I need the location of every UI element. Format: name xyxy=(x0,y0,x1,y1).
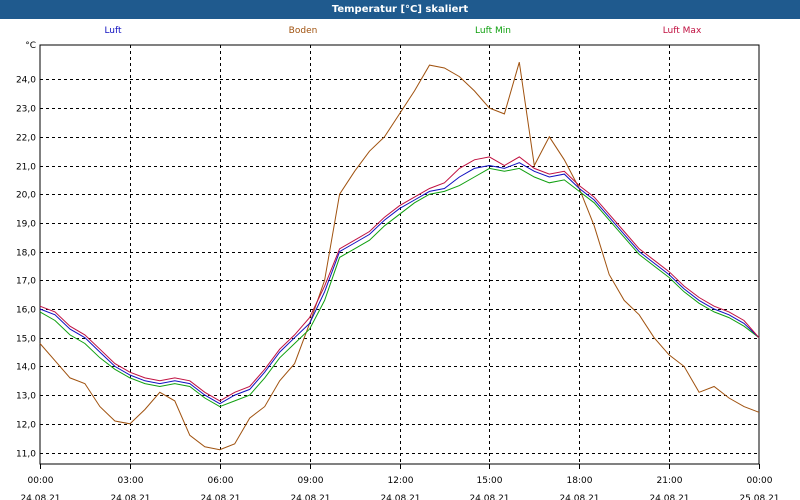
series-line-boden xyxy=(39,62,760,451)
y-tick-label: 15,0 xyxy=(16,335,36,345)
x-tick-time: 00:00 xyxy=(747,476,773,486)
x-tick-time: 18:00 xyxy=(567,476,593,486)
x-tick-time: 06:00 xyxy=(208,476,234,486)
x-tick-date: 24.08.21 xyxy=(20,494,60,500)
y-axis-unit: °C xyxy=(25,41,36,51)
y-tick-label: 17,0 xyxy=(16,277,36,287)
x-tick-date: 25.08.21 xyxy=(739,494,779,500)
legend-entry: Luft Min xyxy=(475,26,511,36)
y-tick-label: 12,0 xyxy=(16,421,36,431)
x-tick-time: 09:00 xyxy=(298,476,324,486)
y-tick-label: 20,0 xyxy=(16,191,36,201)
plot-area xyxy=(39,44,760,465)
y-tick-label: 16,0 xyxy=(16,306,36,316)
y-tick-label: 23,0 xyxy=(16,105,36,115)
legend-entry: Luft xyxy=(104,26,122,36)
y-tick-label: 21,0 xyxy=(16,163,36,173)
y-tick-label: 18,0 xyxy=(16,249,36,259)
y-tick-label: 14,0 xyxy=(16,363,36,373)
x-tick-time: 15:00 xyxy=(477,476,503,486)
series-line-luft-max xyxy=(39,156,760,402)
x-tick-time: 00:00 xyxy=(28,476,54,486)
x-tick-date: 24.08.21 xyxy=(110,494,150,500)
series-line-luft xyxy=(39,162,760,405)
x-tick-date: 24.08.21 xyxy=(290,494,330,500)
y-tick-label: 11,0 xyxy=(16,450,36,460)
y-tick-label: 19,0 xyxy=(16,220,36,230)
series-line-luft-min xyxy=(39,167,760,408)
x-tick-time: 03:00 xyxy=(118,476,144,486)
x-tick-time: 12:00 xyxy=(388,476,414,486)
legend-entry: Boden xyxy=(289,26,318,36)
y-tick-label: 22,0 xyxy=(16,134,36,144)
y-tick-label: 24,0 xyxy=(16,76,36,86)
chart-title-bar: Temperatur [°C] skaliert xyxy=(0,0,800,19)
chart-title: Temperatur [°C] skaliert xyxy=(331,4,469,15)
legend-entry: Luft Max xyxy=(663,26,702,36)
temperature-chart: 11,0 12,0 13,0 14,0 15,0 16,0 17,0 18,0 19,0 20,0… xyxy=(16,26,780,500)
x-tick-date: 24.08.21 xyxy=(649,494,689,500)
y-tick-label: 13,0 xyxy=(16,392,36,402)
x-tick-time: 21:00 xyxy=(657,476,683,486)
x-tick-date: 24.08.21 xyxy=(380,494,420,500)
x-tick-date: 24.08.21 xyxy=(559,494,599,500)
x-tick-date: 24.08.21 xyxy=(200,494,240,500)
x-tick-date: 24.08.21 xyxy=(469,494,509,500)
